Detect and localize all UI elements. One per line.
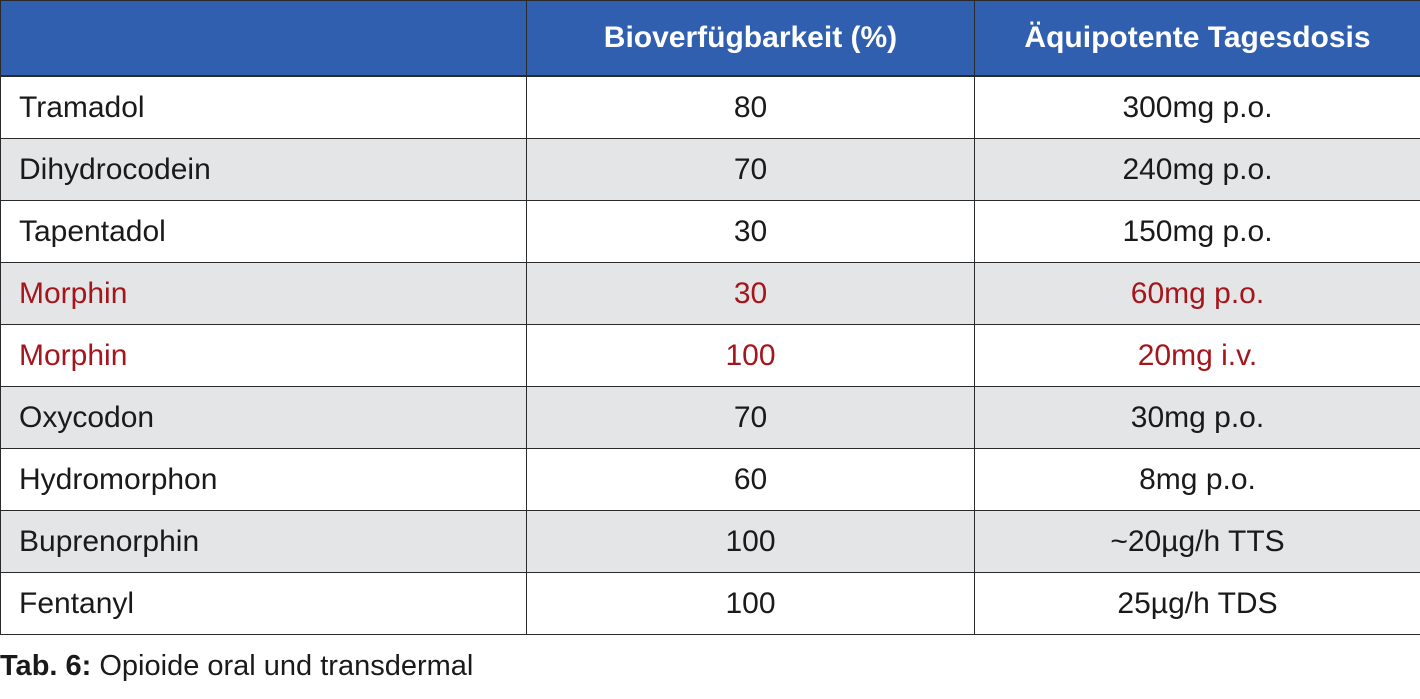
equipotent-dose-value: ~20µg/h TTS [974,510,1420,573]
substance-name: Dihydrocodein [0,138,527,201]
opioid-table: Bioverfügbarkeit (%) Äquipotente Tagesdo… [0,0,1420,635]
table-row: Dihydrocodein 70 240mg p.o. [0,138,1420,201]
bioavailability-value: 30 [526,200,975,263]
bioavailability-value: 100 [526,324,975,387]
caption-label: Tab. 6: [0,650,92,682]
equipotent-dose-value: 8mg p.o. [974,448,1420,511]
table-row: Tapentadol 30 150mg p.o. [0,200,1420,263]
equipotent-dose-value: 25µg/h TDS [974,572,1420,635]
table-row: Tramadol 80 300mg p.o. [0,75,1420,139]
substance-name: Tramadol [0,75,527,139]
table-row: Hydromorphon 60 8mg p.o. [0,448,1420,511]
caption-text: Opioide oral und transdermal [91,650,474,682]
substance-name: Buprenorphin [0,510,527,573]
equipotent-dose-value: 150mg p.o. [974,200,1420,263]
substance-name: Fentanyl [0,572,527,635]
bioavailability-value: 60 [526,448,975,511]
substance-name: Oxycodon [0,386,527,449]
bioavailability-value: 80 [526,75,975,139]
header-row: Bioverfügbarkeit (%) Äquipotente Tagesdo… [0,0,1420,77]
equipotent-dose-value: 240mg p.o. [974,138,1420,201]
table-row: Fentanyl 100 25µg/h TDS [0,572,1420,635]
equipotent-dose-value: 20mg i.v. [974,324,1420,387]
table-row-highlighted: Morphin 30 60mg p.o. [0,262,1420,325]
table-row: Buprenorphin 100 ~20µg/h TTS [0,510,1420,573]
equipotent-dose-value: 300mg p.o. [974,75,1420,139]
header-cell-substance [0,0,527,77]
substance-name: Hydromorphon [0,448,527,511]
table-body: Tramadol 80 300mg p.o. Dihydrocodein 70 … [0,75,1420,635]
table-row: Oxycodon 70 30mg p.o. [0,386,1420,449]
substance-name: Morphin [0,324,527,387]
equipotent-dose-value: 30mg p.o. [974,386,1420,449]
equipotent-dose-value: 60mg p.o. [974,262,1420,325]
table-header: Bioverfügbarkeit (%) Äquipotente Tagesdo… [0,0,1420,77]
substance-name: Morphin [0,262,527,325]
header-cell-equipotent-dose: Äquipotente Tagesdosis [974,0,1420,77]
bioavailability-value: 70 [526,386,975,449]
bioavailability-value: 70 [526,138,975,201]
bioavailability-value: 30 [526,262,975,325]
bioavailability-value: 100 [526,510,975,573]
header-cell-bioavailability: Bioverfügbarkeit (%) [526,0,975,77]
table-caption: Tab. 6: Opioide oral und transdermal [0,650,473,683]
bioavailability-value: 100 [526,572,975,635]
table-row-highlighted: Morphin 100 20mg i.v. [0,324,1420,387]
substance-name: Tapentadol [0,200,527,263]
